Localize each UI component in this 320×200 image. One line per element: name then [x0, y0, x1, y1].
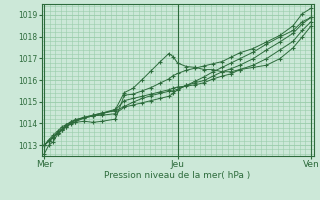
X-axis label: Pression niveau de la mer( hPa ): Pression niveau de la mer( hPa ) — [104, 171, 251, 180]
